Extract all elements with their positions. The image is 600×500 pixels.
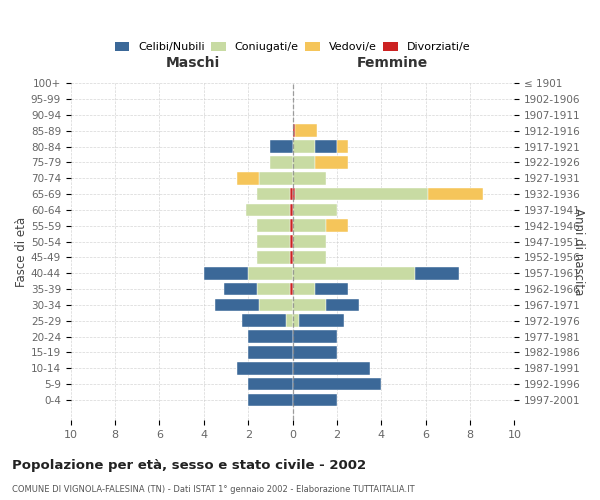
Bar (242, 314, 286, 327)
Bar (293, 362, 370, 374)
Bar (290, 283, 293, 296)
Bar (224, 283, 257, 296)
Bar (293, 346, 337, 358)
Bar (257, 283, 290, 296)
Bar (271, 156, 293, 169)
Bar (271, 140, 293, 153)
Bar (293, 283, 315, 296)
Bar (286, 314, 293, 327)
Bar (293, 124, 295, 137)
Bar (290, 188, 293, 200)
Bar (293, 220, 326, 232)
Bar (259, 172, 293, 184)
Y-axis label: Anni di nascita: Anni di nascita (572, 208, 585, 296)
Bar (257, 236, 290, 248)
Bar (248, 346, 293, 358)
Bar (246, 204, 290, 216)
Bar (259, 298, 293, 311)
Bar (248, 394, 293, 406)
Text: COMUNE DI VIGNOLA-FALESINA (TN) - Dati ISTAT 1° gennaio 2002 - Elaborazione TUTT: COMUNE DI VIGNOLA-FALESINA (TN) - Dati I… (12, 485, 415, 494)
Bar (326, 220, 348, 232)
Bar (204, 267, 248, 280)
Bar (248, 267, 293, 280)
Bar (293, 188, 295, 200)
Bar (299, 314, 344, 327)
Text: Maschi: Maschi (166, 56, 220, 70)
Bar (257, 251, 290, 264)
Bar (248, 378, 293, 390)
Bar (293, 298, 326, 311)
Bar (248, 330, 293, 343)
Bar (337, 140, 348, 153)
Text: Popolazione per età, sesso e stato civile - 2002: Popolazione per età, sesso e stato civil… (12, 460, 366, 472)
Bar (295, 124, 317, 137)
Bar (315, 283, 348, 296)
Bar (215, 298, 259, 311)
Text: Femmine: Femmine (357, 56, 428, 70)
Bar (257, 220, 290, 232)
Bar (293, 378, 381, 390)
Bar (290, 220, 293, 232)
Bar (293, 267, 415, 280)
Bar (428, 188, 484, 200)
Legend: Celibi/Nubili, Coniugati/e, Vedovi/e, Divorziati/e: Celibi/Nubili, Coniugati/e, Vedovi/e, Di… (115, 42, 470, 52)
Bar (315, 156, 348, 169)
Bar (295, 188, 428, 200)
Bar (257, 188, 290, 200)
Bar (237, 362, 293, 374)
Bar (290, 204, 293, 216)
Bar (290, 236, 293, 248)
Bar (293, 204, 337, 216)
Bar (293, 314, 299, 327)
Bar (293, 251, 326, 264)
Bar (237, 172, 259, 184)
Bar (293, 156, 315, 169)
Bar (293, 236, 326, 248)
Bar (293, 394, 337, 406)
Bar (415, 267, 459, 280)
Bar (293, 140, 315, 153)
Bar (315, 140, 337, 153)
Bar (293, 172, 326, 184)
Y-axis label: Fasce di età: Fasce di età (15, 216, 28, 287)
Bar (293, 330, 337, 343)
Bar (326, 298, 359, 311)
Bar (290, 251, 293, 264)
